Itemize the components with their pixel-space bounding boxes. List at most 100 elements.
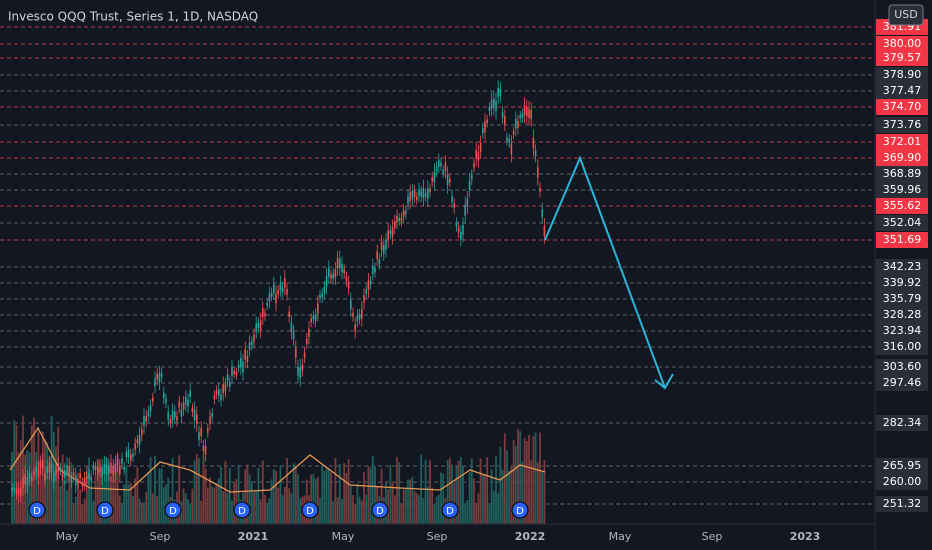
volume-bar [48,457,51,524]
volume-bar [343,463,346,524]
volume-bar [418,495,420,524]
volume-bar [281,495,284,524]
candle-body [253,334,255,342]
candle-body [235,371,238,376]
volume-bar [246,464,249,524]
candle-body [537,167,539,178]
candle-body [209,416,211,424]
price-label: 359.96 [883,183,922,196]
candle-body [286,289,288,295]
volume-bar [92,500,95,524]
candle-body [299,367,301,379]
volume-bar [484,474,486,524]
candle-body [90,475,92,481]
volume-bar [140,502,143,524]
volume-bar [530,460,533,524]
volume-bar [217,478,220,524]
volume-bar [83,498,86,524]
candle-body [279,282,282,291]
candle-body [268,293,271,302]
candle-body [455,222,458,227]
candle-body [438,159,440,167]
candle-body [515,118,517,129]
volume-bar [61,454,64,524]
volume-bar [506,450,508,524]
candle-body [48,463,51,473]
volume-bar [250,481,253,524]
candle-body [420,191,422,197]
dividend-icon [164,501,182,519]
volume-bar [178,455,181,524]
dividend-label: D [446,506,454,517]
candle-body [61,472,64,477]
candle-body [160,372,163,377]
volume-bar [55,446,57,524]
time-label: May [609,530,632,543]
candle-body [116,458,119,466]
volume-bar [464,503,467,524]
candle-body [297,367,299,376]
currency[interactable]: USD [894,8,918,21]
candle-body [413,190,416,197]
volume-bar [321,464,324,524]
dividend-label: D [33,506,41,517]
candle-body [532,137,535,149]
price-label: 265.95 [883,459,922,472]
volume-bar [257,467,260,524]
arrow-head [654,373,674,390]
candle-body [108,465,110,474]
candle-body [24,474,26,485]
volume-bar [360,500,363,524]
volume-bar [202,456,205,524]
candle-body [519,115,521,119]
price-label: 378.90 [883,68,922,81]
candle-body [367,280,370,291]
candle-body [361,309,363,319]
volume-bar [327,468,330,524]
candle-body [409,192,411,202]
volume-bar [358,496,361,524]
price-label: 355.62 [883,199,922,212]
candle-body [259,320,262,331]
volume-bar [118,495,121,524]
candle-body [303,352,306,358]
candle-body [429,188,431,193]
candle-body [319,294,321,299]
price-label-box [876,496,928,512]
volume-bar [114,467,117,524]
volume-bar [261,460,264,524]
candle-body [471,174,473,180]
price-label: 372.01 [883,135,922,148]
candle-body [462,225,464,235]
volume-bar [279,465,282,524]
currency-badge[interactable] [888,4,924,26]
price-label: 339.92 [883,276,922,289]
candle-body [446,174,449,186]
candle-body [365,289,367,294]
candle-body [22,477,24,488]
volume-bar [79,489,82,524]
volume-bar [413,491,416,524]
volume-bar [371,455,374,524]
candle-body [171,411,174,421]
volume-bar [508,470,511,524]
volume-bar [272,469,275,524]
volume-bar [63,480,66,524]
volume-bar [165,484,167,524]
candle-body [475,149,477,159]
candle-body [422,187,425,199]
candle-body [308,328,310,338]
dividend-label: D [169,506,177,517]
volume-bar [112,464,115,524]
candle-body [468,180,471,190]
volume-bar [396,456,398,524]
candle-body [266,302,268,306]
volume-bar [455,466,458,524]
candle-body [59,467,62,471]
volume-bar [198,458,200,524]
candle-body [72,472,75,476]
candle-body [81,482,84,487]
candle-body [317,303,319,314]
volume-bar [231,500,233,524]
volume-bar [125,467,128,524]
